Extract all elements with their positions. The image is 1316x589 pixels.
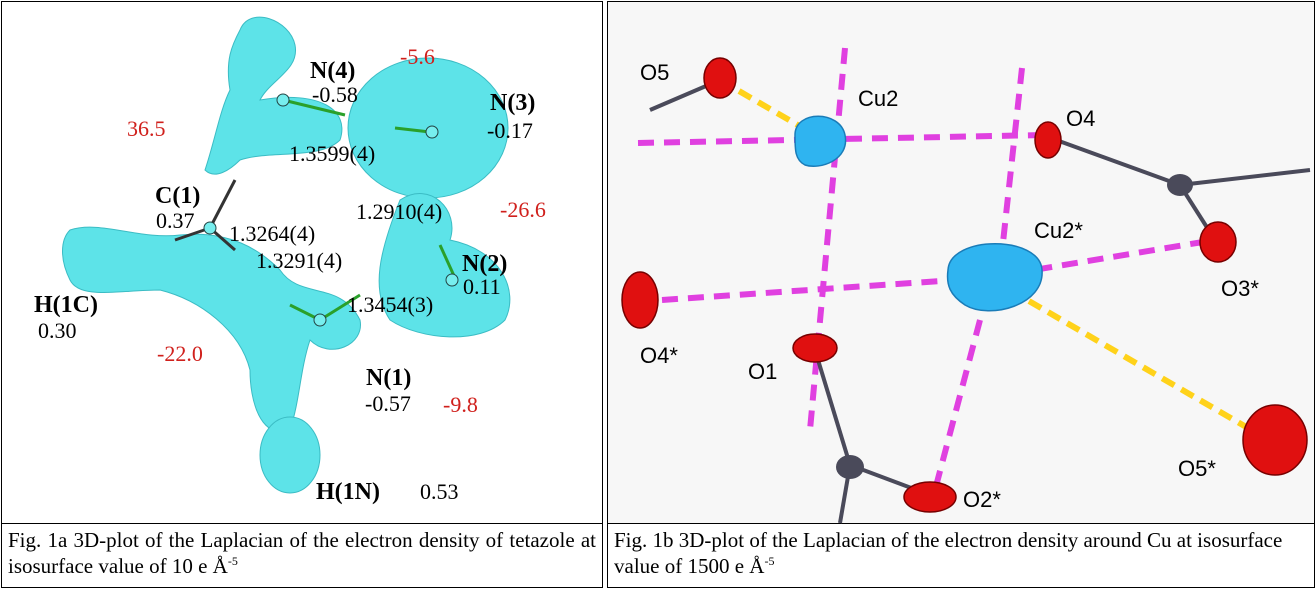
label: C(1)	[155, 183, 200, 209]
label: 1.2910(4)	[356, 199, 442, 224]
label: -9.8	[443, 392, 478, 417]
figure-panels: N(4) -0.58 -5.6 N(3) -0.17 36.5 1.3599(4…	[0, 0, 1316, 589]
label: H(1N)	[316, 479, 380, 505]
label: 1.3264(4)	[229, 221, 315, 246]
label: H(1C)	[34, 292, 98, 318]
label: Cu2	[858, 86, 898, 111]
label: -0.57	[365, 391, 411, 416]
label: -22.0	[157, 341, 203, 366]
label: 0.11	[463, 274, 501, 299]
label: 1.3599(4)	[289, 141, 375, 166]
label: -5.6	[400, 44, 435, 69]
label: 36.5	[127, 116, 166, 141]
caption-superscript: -5	[228, 554, 238, 568]
label: N(4)	[310, 58, 355, 84]
caption: Fig. 1b 3D-plot of the Laplacian of the …	[614, 527, 1304, 579]
caption: Fig. 1a 3D-plot of the Laplacian of the …	[8, 527, 596, 579]
label: 0.53	[420, 479, 459, 504]
label: O4*	[640, 343, 678, 368]
label: O1	[748, 359, 777, 384]
label: N(1)	[366, 365, 411, 391]
caption-text: Fig. 1b 3D-plot of the Laplacian of the …	[614, 528, 1282, 578]
label: O4	[1066, 106, 1095, 131]
caption-text: Fig. 1a 3D-plot of the Laplacian of the …	[8, 528, 596, 578]
label: -26.6	[500, 197, 546, 222]
structure	[608, 2, 1314, 523]
label: -0.58	[312, 82, 358, 107]
label: 0.30	[38, 318, 77, 343]
label: O2*	[963, 487, 1001, 512]
label: 1.3454(3)	[347, 292, 433, 317]
label: N(3)	[490, 90, 535, 116]
label: O5*	[1178, 456, 1216, 481]
label: 0.37	[156, 208, 195, 233]
label: O3*	[1221, 276, 1259, 301]
label: O5	[640, 60, 669, 85]
label: Cu2*	[1034, 218, 1083, 243]
caption-superscript: -5	[764, 554, 774, 568]
label: 1.3291(4)	[256, 248, 342, 273]
page: N(4) -0.58 -5.6 N(3) -0.17 36.5 1.3599(4…	[0, 0, 1316, 589]
label: -0.17	[487, 118, 533, 143]
